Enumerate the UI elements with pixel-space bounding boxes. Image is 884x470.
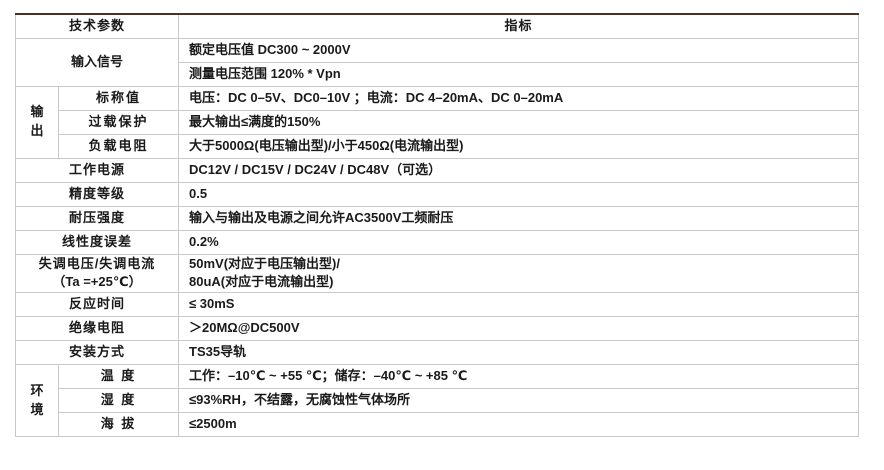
value-env-humidity: ≤93%RH，不结露，无腐蚀性气体场所 (178, 388, 860, 414)
row-label-insulation-resistance: 绝缘电阻 (14, 316, 180, 342)
value-response-time: ≤ 30mS (178, 292, 860, 318)
sub-label-output-nominal: 标称值 (57, 85, 180, 111)
table-row: 输出 标称值 电压：DC 0–5V、DC0–10V ；电流：DC 4–20mA、… (15, 85, 860, 159)
table-row: 负载电阻 大于5000Ω(电压输出型)/小于450Ω(电流输出型) (16, 133, 860, 159)
row-label-working-power: 工作电源 (14, 157, 180, 183)
table-header-row: 技术参数 指标 (14, 13, 860, 39)
value-offset-line1: 50mV(对应于电压输出型)/ (189, 255, 340, 271)
row-label-offset-line1: 失调电压/失调电流 (38, 255, 156, 271)
table-row: 线性度误差 0.2% (14, 229, 860, 255)
row-label-offset-voltage-current: 失调电压/失调电流 （Ta =+25℃） (14, 253, 180, 294)
value-env-temperature: 工作：–10℃ ~ +55 ℃；储存：–40℃ ~ +85 ℃ (178, 364, 860, 390)
value-offset-voltage-current: 50mV(对应于电压输出型)/ 80uA(对应于电流输出型) (178, 253, 860, 294)
value-env-altitude: ≤2500m (178, 412, 860, 438)
row-label-accuracy-class: 精度等级 (14, 181, 180, 207)
value-withstand-voltage: 输入与输出及电源之间允许AC3500V工频耐压 (178, 205, 860, 231)
table-row: 失调电压/失调电流 （Ta =+25℃） 50mV(对应于电压输出型)/ 80u… (14, 253, 860, 294)
table-row: 过载保护 最大输出≤满度的150% (16, 109, 860, 135)
table-row: 输入信号 额定电压值 DC300 ~ 2000V (14, 37, 860, 87)
group-label-environment: 环境 (15, 364, 59, 438)
sub-label-output-overload: 过载保护 (57, 109, 180, 135)
sub-label-env-temperature: 温 度 (57, 364, 180, 390)
header-cell-index: 指标 (178, 13, 860, 39)
table-row: 安装方式 TS35导轨 (14, 340, 860, 366)
group-label-input-signal: 输入信号 (14, 37, 180, 87)
table-row: 耐压强度 输入与输出及电源之间允许AC3500V工频耐压 (14, 205, 860, 231)
sub-label-env-altitude: 海 拔 (57, 412, 180, 438)
value-linearity-error: 0.2% (178, 229, 860, 255)
value-offset-line2: 80uA(对应于电流输出型) (189, 274, 334, 290)
value-insulation-resistance: ＞20MΩ@DC500V (178, 316, 860, 342)
value-output-nominal: 电压：DC 0–5V、DC0–10V ；电流：DC 4–20mA、DC 0–20… (178, 85, 860, 111)
table-row: 工作电源 DC12V / DC15V / DC24V / DC48V（可选） (14, 157, 860, 183)
table-row: 精度等级 0.5 (14, 181, 860, 207)
value-input-measure-range: 测量电压范围 120% * Vpn (178, 61, 860, 87)
value-mounting: TS35导轨 (178, 340, 860, 366)
value-input-rated-voltage: 额定电压值 DC300 ~ 2000V (178, 37, 860, 63)
row-label-response-time: 反应时间 (14, 292, 180, 318)
row-label-linearity-error: 线性度误差 (14, 229, 180, 255)
row-label-mounting: 安装方式 (14, 340, 180, 366)
value-output-overload: 最大输出≤满度的150% (178, 109, 860, 135)
row-label-withstand-voltage: 耐压强度 (14, 205, 180, 231)
value-accuracy-class: 0.5 (178, 181, 860, 207)
table-row: 湿 度 ≤93%RH，不结露，无腐蚀性气体场所 (16, 388, 860, 414)
header-cell-technical-parameter: 技术参数 (14, 13, 180, 39)
technical-specification-table: 技术参数 指标 输入信号 额定电压值 DC300 ~ 2000V 测量电压范围 … (14, 13, 860, 438)
table-row: 绝缘电阻 ＞20MΩ@DC500V (14, 316, 860, 342)
value-working-power: DC12V / DC15V / DC24V / DC48V（可选） (178, 157, 860, 183)
sub-label-output-load-resistance: 负载电阻 (57, 133, 180, 159)
table-row: 反应时间 ≤ 30mS (14, 292, 860, 318)
row-label-offset-line2: （Ta =+25℃） (52, 274, 142, 290)
value-output-load-resistance: 大于5000Ω(电压输出型)/小于450Ω(电流输出型) (178, 133, 860, 159)
table-row: 测量电压范围 120% * Vpn (16, 61, 860, 87)
table-row: 环境 温 度 工作：–10℃ ~ +55 ℃；储存：–40℃ ~ +85 ℃ (15, 364, 860, 438)
group-label-output: 输出 (15, 85, 59, 159)
sub-label-env-humidity: 湿 度 (57, 388, 180, 414)
table-row: 海 拔 ≤2500m (16, 412, 860, 438)
